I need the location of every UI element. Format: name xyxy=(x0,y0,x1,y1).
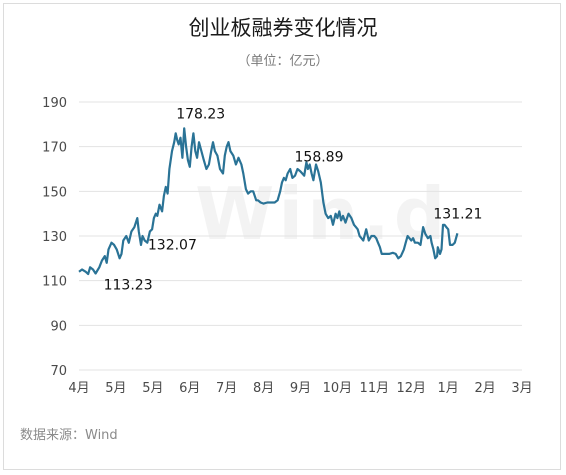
y-tick-label: 90 xyxy=(50,319,67,334)
chart-title: 创业板融券变化情况 xyxy=(188,16,378,40)
x-tick-label: 3月 xyxy=(511,381,532,396)
series-line xyxy=(78,127,459,276)
data-labels: 113.23 132.07 178.23 158.89 131.21 xyxy=(104,106,483,293)
x-tick-label: 5月 xyxy=(105,381,126,396)
y-tick-label: 130 xyxy=(42,230,67,245)
x-tick-label: 5月 xyxy=(142,381,163,396)
y-tick-label: 170 xyxy=(42,141,67,156)
y-tick-label: 70 xyxy=(50,364,67,379)
x-tick-label: 11月 xyxy=(360,381,390,396)
y-tick-label: 110 xyxy=(42,275,67,290)
x-tick-label: 9月 xyxy=(290,381,311,396)
x-tick-label: 1月 xyxy=(438,381,459,396)
y-tick-label: 190 xyxy=(42,96,67,111)
source-note: 数据来源：Wind xyxy=(20,428,118,443)
x-tick-label: 2月 xyxy=(474,381,495,396)
x-axis-tick-labels: 4月 5月 5月 6月 7月 8月 9月 10月 11月 12月 1月 2月 3月 xyxy=(68,381,532,396)
y-tick-label: 150 xyxy=(42,185,67,200)
data-label: 158.89 xyxy=(295,149,344,165)
x-tick-label: 4月 xyxy=(68,381,89,396)
data-label: 132.07 xyxy=(148,237,197,253)
chart-subtitle: （单位：亿元） xyxy=(237,54,329,69)
wind-watermark: Win.d xyxy=(195,172,449,256)
x-tick-label: 7月 xyxy=(216,381,237,396)
gridlines xyxy=(79,101,522,371)
x-tick-label: 12月 xyxy=(396,381,426,396)
y-axis-tick-labels: 70 90 110 130 150 170 190 xyxy=(42,96,67,379)
data-label: 178.23 xyxy=(176,106,225,122)
x-tick-label: 10月 xyxy=(323,381,353,396)
data-label: 131.21 xyxy=(433,206,482,222)
x-tick-label: 8月 xyxy=(253,381,274,396)
data-label: 113.23 xyxy=(104,277,153,293)
x-tick-label: 6月 xyxy=(179,381,200,396)
